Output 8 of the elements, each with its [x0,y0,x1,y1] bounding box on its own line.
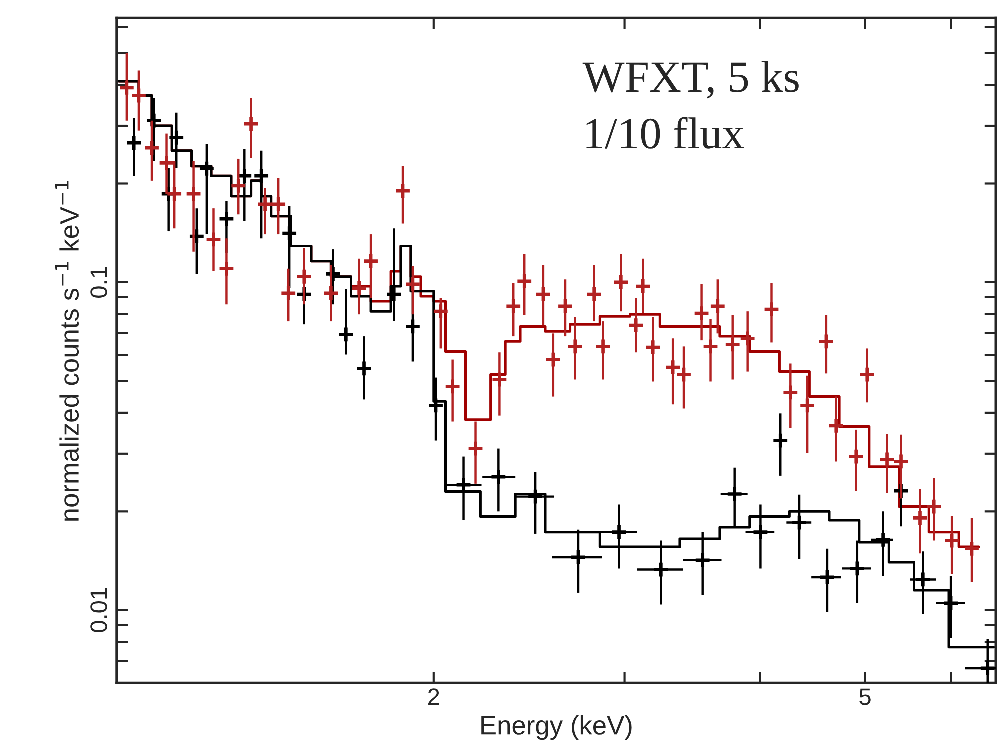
y-tick-label: 0.01 [90,588,108,632]
y-tick-label: 0.1 [90,267,108,298]
x-tick-label: 5 [860,688,871,706]
x-axis-title: Energy (keV) [482,716,632,740]
annotation: WFXT, 5 ks [582,61,799,99]
x-tick-label: 2 [428,688,440,706]
annotation: 1/10 flux [586,117,744,149]
y-axis-title: normalized counts s$^{−1}$ keV$^{−1}$ [55,181,80,521]
